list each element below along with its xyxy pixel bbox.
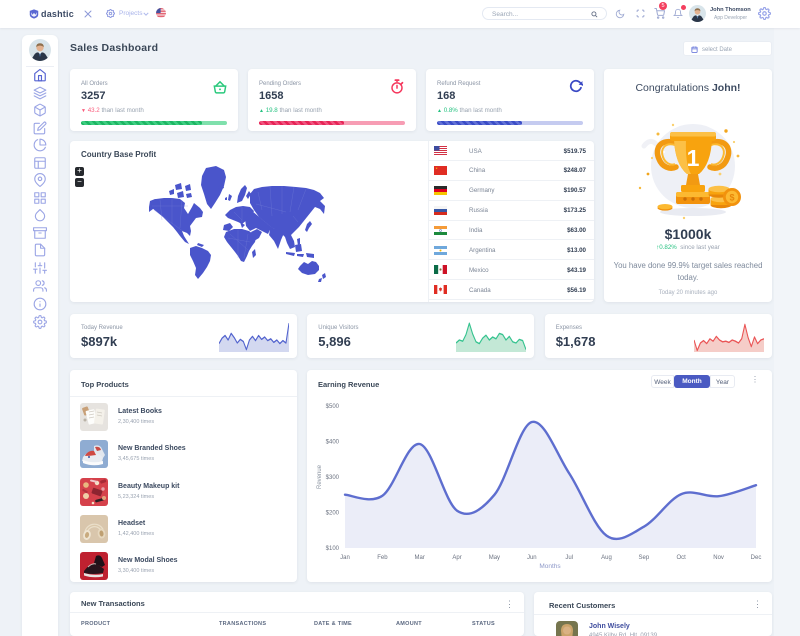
svg-text:Aug: Aug bbox=[601, 555, 612, 561]
svg-text:$: $ bbox=[729, 193, 734, 203]
svg-text:May: May bbox=[489, 555, 500, 561]
svg-text:Jun: Jun bbox=[527, 555, 537, 561]
svg-text:1: 1 bbox=[687, 145, 700, 171]
svg-text:Revenue: Revenue bbox=[317, 464, 323, 489]
svg-text:$500: $500 bbox=[326, 404, 340, 410]
svg-text:$300: $300 bbox=[326, 475, 340, 481]
svg-text:Jan: Jan bbox=[340, 555, 350, 561]
svg-text:Months: Months bbox=[539, 563, 561, 570]
svg-text:$200: $200 bbox=[326, 511, 340, 517]
svg-text:Apr: Apr bbox=[452, 555, 461, 561]
svg-text:Nov: Nov bbox=[713, 555, 724, 561]
svg-text:Feb: Feb bbox=[377, 555, 388, 561]
svg-text:Sep: Sep bbox=[639, 555, 650, 561]
svg-text:$400: $400 bbox=[326, 440, 340, 446]
svg-text:Mar: Mar bbox=[415, 555, 425, 561]
svg-text:Jul: Jul bbox=[565, 555, 573, 561]
svg-text:Oct: Oct bbox=[677, 555, 687, 561]
svg-text:Dec: Dec bbox=[751, 555, 762, 561]
svg-text:$100: $100 bbox=[326, 546, 340, 552]
